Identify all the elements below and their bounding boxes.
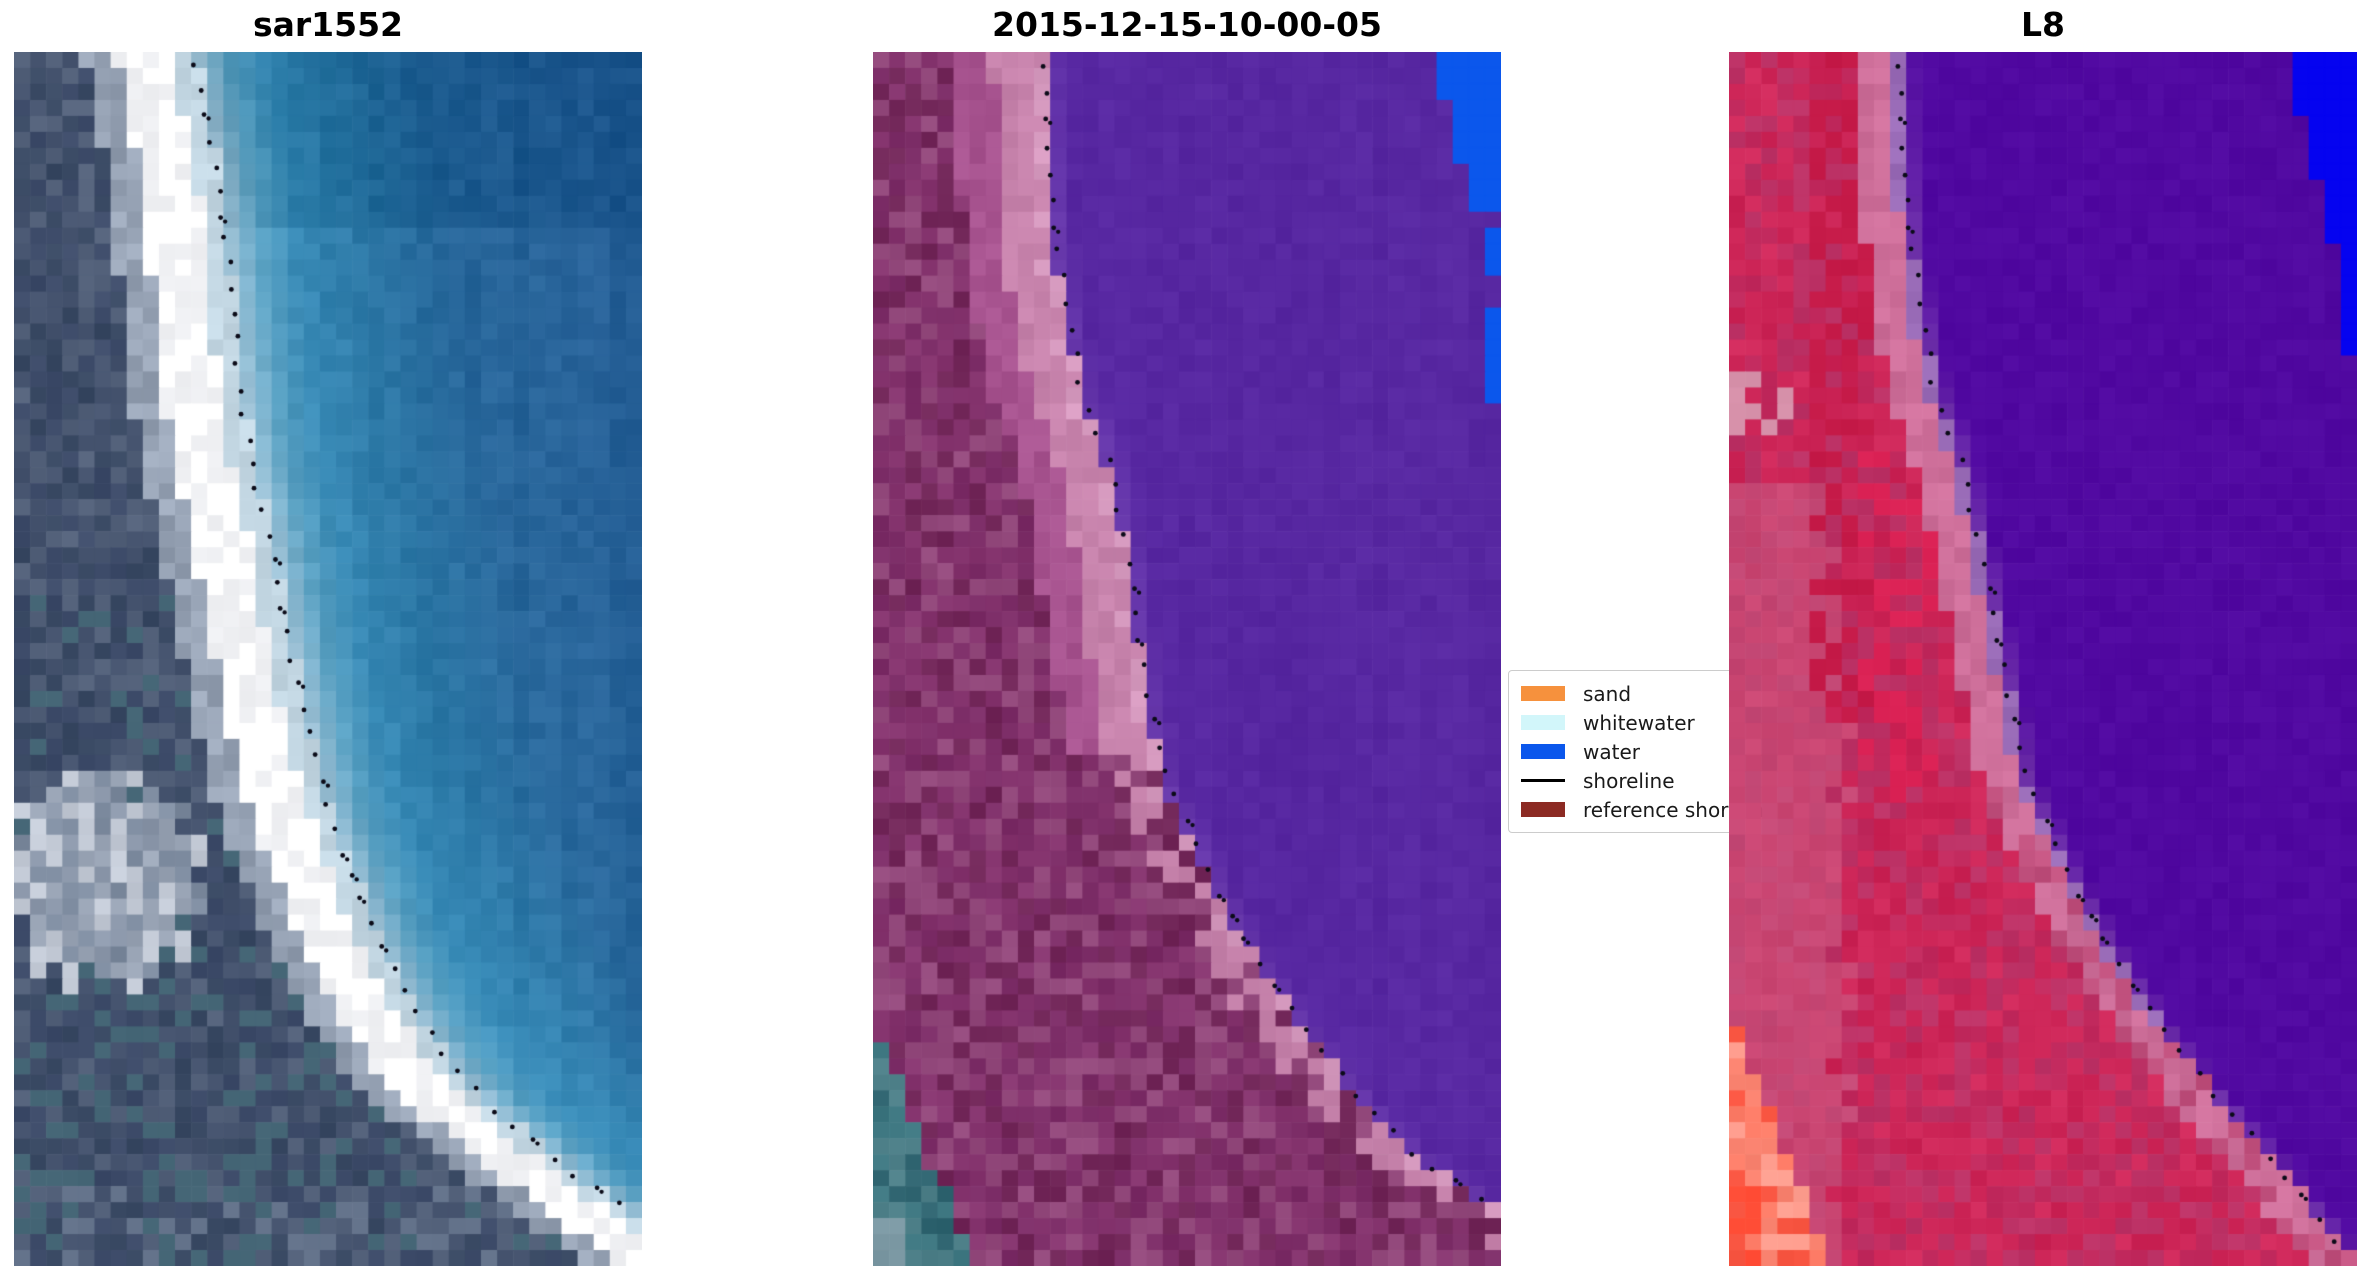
legend: sand whitewater water shoreline reference sh… xyxy=(1508,670,1776,833)
legend-color-swatch xyxy=(1521,715,1565,730)
legend-line-swatch xyxy=(1521,779,1565,782)
legend-label: shoreline xyxy=(1583,768,1675,793)
legend-label: whitewater xyxy=(1583,710,1695,735)
legend-item-shoreline: shoreline xyxy=(1521,766,1753,795)
panel-image-l8 xyxy=(1729,52,2357,1266)
panel-title-sar1552: sar1552 xyxy=(252,5,404,44)
legend-color-swatch xyxy=(1521,686,1565,701)
panel-image-classified xyxy=(873,52,1501,1266)
legend-label: water xyxy=(1583,739,1640,764)
legend-item-sand: sand xyxy=(1521,679,1753,708)
legend-item-reference-shoreline: reference shoreline xyxy=(1521,795,1776,824)
panel-image-sar1552 xyxy=(14,52,642,1266)
legend-color-swatch xyxy=(1521,802,1565,817)
legend-color-swatch xyxy=(1521,744,1565,759)
legend-item-whitewater: whitewater xyxy=(1521,708,1753,737)
panel-title-l8: L8 xyxy=(2021,5,2065,44)
legend-item-water: water xyxy=(1521,737,1753,766)
panel-title-date: 2015-12-15-10-00-05 xyxy=(992,5,1382,44)
legend-label: sand xyxy=(1583,681,1632,706)
